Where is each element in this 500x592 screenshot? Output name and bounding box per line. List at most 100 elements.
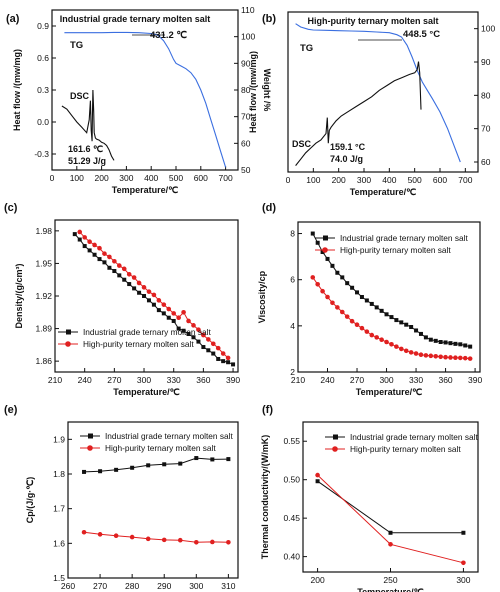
y-axis-title: Density/(g/cm³)	[14, 263, 24, 328]
data-marker-square	[374, 305, 379, 310]
legend-marker-circle	[65, 341, 71, 347]
legend-label: High-purity ternary molten salt	[340, 245, 451, 255]
x-tick-label: 300	[379, 375, 393, 385]
data-marker-square	[206, 348, 211, 353]
y2-tick-label: 90	[241, 58, 251, 68]
data-marker-square	[127, 282, 132, 287]
data-marker-square	[117, 273, 122, 278]
data-marker-circle	[113, 533, 119, 539]
series-line	[317, 474, 464, 564]
data-marker-circle	[315, 282, 320, 287]
data-marker-circle	[206, 337, 211, 342]
data-marker-square	[320, 250, 325, 254]
data-marker-square	[178, 461, 183, 466]
data-marker-circle	[171, 311, 177, 316]
data-marker-circle	[315, 472, 320, 478]
data-marker-circle	[413, 351, 419, 356]
data-marker-square	[388, 530, 393, 535]
x-tick-label: 300	[137, 375, 151, 385]
legend-label: Industrial grade ternary molten salt	[350, 432, 478, 442]
data-marker-circle	[448, 355, 453, 360]
data-marker-square	[359, 295, 364, 299]
data-marker-square	[156, 308, 161, 313]
data-marker-circle	[107, 254, 112, 260]
dsc-label: DSC	[70, 91, 90, 101]
data-marker-square	[231, 362, 236, 367]
y-tick-label: 4	[290, 321, 295, 331]
x-tick-label: 0	[286, 175, 291, 185]
data-marker-circle	[364, 329, 370, 334]
data-marker-square	[82, 469, 87, 474]
y2-tick-label: 50	[241, 165, 251, 175]
legend-marker-circle	[322, 247, 328, 253]
data-marker-circle	[462, 355, 468, 361]
data-marker-circle	[116, 263, 122, 268]
x-tick-label: 500	[169, 173, 183, 183]
x-tick-label: 270	[107, 375, 121, 385]
x-tick-label: 300	[357, 175, 371, 185]
x-tick-label: 240	[320, 375, 334, 385]
x-tick-label: 600	[433, 175, 447, 185]
x-tick-label: 360	[196, 375, 210, 385]
x-tick-label: 300	[119, 173, 133, 183]
y2-tick-label: 80	[241, 85, 251, 95]
data-marker-circle	[423, 353, 429, 358]
data-marker-circle	[453, 355, 458, 360]
x-tick-label: 100	[306, 175, 320, 185]
data-marker-circle	[210, 539, 215, 545]
data-marker-circle	[388, 542, 393, 547]
data-marker-circle	[121, 266, 127, 272]
x-tick-label: 400	[382, 175, 396, 185]
data-marker-square	[418, 331, 423, 336]
panel-label: (f)	[262, 404, 273, 416]
data-marker-circle	[87, 239, 92, 245]
data-marker-circle	[384, 339, 389, 345]
tg-onset-label: 431.2 ℃	[150, 30, 187, 41]
data-marker-square	[87, 248, 92, 253]
data-marker-circle	[344, 314, 350, 319]
y-tick-label: 1.8	[53, 469, 65, 479]
data-marker-circle	[141, 285, 147, 290]
x-tick-label: 400	[144, 173, 158, 183]
dsc-label: DSC	[292, 139, 312, 149]
y-tick-label: 0.6	[37, 53, 49, 63]
data-marker-circle	[186, 318, 191, 324]
y-tick-label: -0.3	[34, 149, 49, 159]
x-tick-label: 280	[125, 581, 139, 591]
dsc-peak-temp: 161.6 ℃	[68, 144, 103, 154]
data-marker-circle	[156, 298, 162, 303]
data-marker-circle	[359, 325, 365, 331]
legend-label: High-purity ternary molten salt	[105, 443, 216, 453]
data-marker-square	[226, 360, 231, 365]
data-marker-circle	[330, 300, 335, 306]
data-marker-square	[345, 281, 350, 286]
data-marker-square	[146, 298, 151, 303]
data-marker-square	[130, 465, 135, 470]
legend-label: Industrial grade ternary molten salt	[105, 431, 233, 441]
y2-tick-label: 90	[481, 57, 491, 67]
data-marker-square	[211, 351, 216, 356]
x-axis-title: Temperature/℃	[350, 187, 416, 197]
x-tick-label: 700	[458, 175, 472, 185]
data-marker-circle	[151, 292, 157, 298]
data-marker-square	[162, 462, 167, 467]
x-tick-label: 310	[221, 581, 235, 591]
y-tick-label: 1.86	[35, 356, 52, 366]
data-marker-circle	[325, 294, 330, 300]
data-marker-square	[414, 328, 419, 333]
x-axis-title: Temperature/℃	[357, 587, 423, 592]
tg-onset-label: 448.5 °C	[403, 29, 440, 40]
data-marker-square	[315, 240, 320, 245]
y-tick-label: 1.95	[35, 258, 52, 268]
data-marker-square	[384, 312, 389, 317]
x-tick-label: 200	[95, 173, 109, 183]
x-tick-label: 360	[438, 375, 452, 385]
y-tick-label: 0.40	[283, 552, 300, 562]
data-marker-square	[468, 344, 473, 349]
legend-marker-circle	[87, 445, 93, 451]
x-tick-label: 210	[48, 375, 62, 385]
data-marker-circle	[161, 537, 167, 543]
y-tick-label: 1.9	[53, 434, 65, 444]
data-marker-square	[394, 318, 399, 323]
data-marker-square	[132, 286, 137, 291]
